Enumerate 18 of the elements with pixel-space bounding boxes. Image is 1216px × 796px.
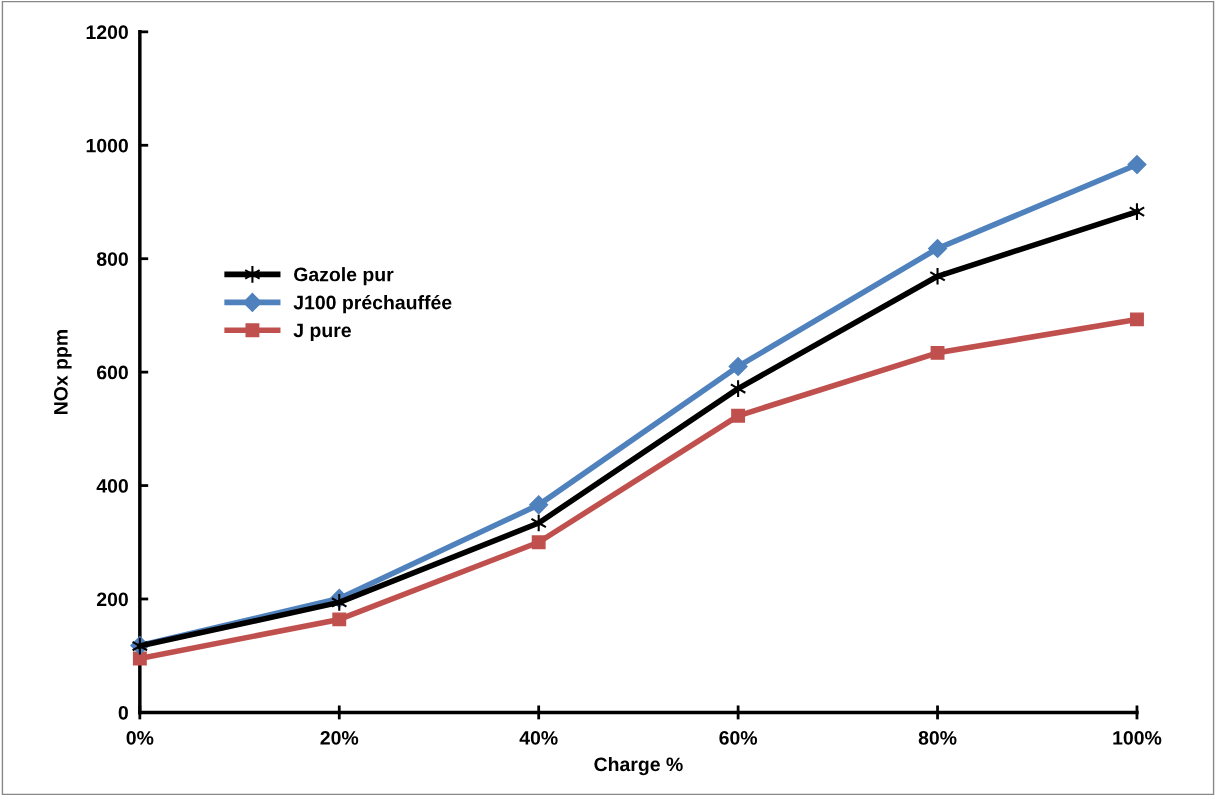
- legend-label: Gazole pur: [294, 267, 394, 286]
- x-tick-label: 80%: [918, 730, 957, 745]
- y-tick-label: 1200: [86, 25, 128, 40]
- y-axis-title: NOx ppm: [53, 330, 72, 415]
- x-tick-label: 40%: [519, 730, 558, 745]
- y-tick-label: 400: [96, 479, 128, 493]
- y-tick-label: 800: [96, 252, 128, 266]
- y-tick-label: 600: [97, 365, 128, 380]
- y-tick-label: 1000: [86, 138, 128, 153]
- x-axis-title: Charge %: [594, 756, 683, 776]
- y-tick-label: 0: [118, 705, 128, 720]
- x-tick-label: 100%: [1113, 730, 1162, 745]
- x-tick-label: 0%: [126, 730, 154, 745]
- x-tick-label: 60%: [719, 730, 758, 745]
- x-tick-label: 20%: [320, 730, 359, 745]
- legend-label: J100 préchauffée: [293, 294, 452, 314]
- y-tick-label: 200: [96, 592, 128, 607]
- legend-label: J pure: [293, 323, 351, 342]
